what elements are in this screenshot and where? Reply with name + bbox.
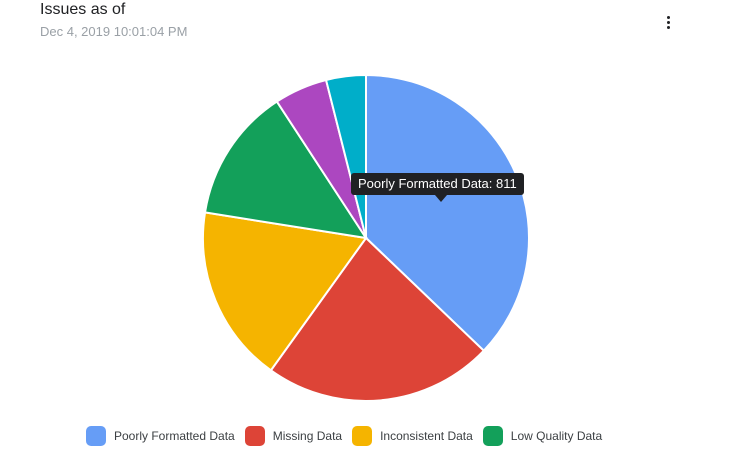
legend-label: Low Quality Data [510,429,603,443]
chart-legend: Poorly Formatted Data Missing Data Inconsi… [86,426,602,446]
legend-item[interactable]: Low Quality Data [482,426,603,446]
slice-tooltip: Poorly Formatted Data: 811 [351,173,524,202]
legend-swatch [244,426,265,446]
pie-chart [202,73,530,402]
legend-label: Poorly Formatted Data [114,429,235,443]
legend-item[interactable]: Poorly Formatted Data [86,426,235,446]
more-vert-icon [666,20,670,24]
pie-slices [202,73,530,402]
pie-slice-6[interactable] [324,73,367,239]
legend-label: Missing Data [272,429,343,443]
legend-label: Inconsistent Data [380,429,473,443]
legend-item[interactable]: Inconsistent Data [352,426,473,446]
chart-title: Issues as of [40,1,126,18]
legend-item[interactable]: Missing Data [244,426,343,446]
pie-slice-4[interactable] [203,100,369,240]
legend-swatch [352,426,373,446]
pie-slice-2[interactable] [269,236,486,402]
more-options-button[interactable] [656,10,680,34]
more-vert-icon [666,15,670,19]
chart-timestamp: Dec 4, 2019 10:01:04 PM [40,24,188,39]
more-vert-icon [666,25,670,29]
legend-swatch [482,426,503,446]
pie-slice-3[interactable] [202,211,368,372]
legend-swatch [86,426,106,446]
